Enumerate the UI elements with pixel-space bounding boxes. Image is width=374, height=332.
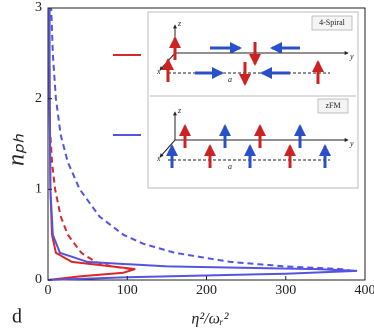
curves [47,7,358,281]
x-tick-label: 0 [45,283,52,298]
inset-axis-label: z [177,19,182,28]
series-line [49,134,132,271]
panel-label: d [12,306,22,328]
inset-axis-label: a [228,162,232,171]
inset [147,11,359,189]
series-line [47,8,358,281]
inset-axis-label: y [349,139,354,148]
x-axis-label: η²/ωᵣ² [191,311,229,328]
y-tick-label: 0 [35,272,42,287]
y-axis-label: nₚₕ [4,134,30,166]
inset-axis-label: x [156,67,161,76]
label-box [317,98,349,114]
series-line [50,7,354,272]
lattice-4spiral [159,24,349,86]
x-tick-label: 300 [275,283,296,298]
legend-label: 4-Spiral [319,18,346,27]
y-tick-label: 1 [35,182,42,197]
legend-label: zFM [325,101,340,110]
inset-axis-label: a [228,75,232,84]
inset-axis-label: z [177,106,182,115]
x-tick-label: 400 [355,283,374,298]
y-tick-label: 2 [35,91,42,106]
x-tick-label: 100 [117,283,138,298]
y-tick-label: 3 [35,0,42,15]
x-tick-label: 200 [196,283,217,298]
inset-axis-label: x [156,154,161,163]
lattice-zfm [159,111,349,168]
inset-axis-label: y [349,52,354,61]
series-line [47,66,136,281]
label-box [311,15,353,31]
